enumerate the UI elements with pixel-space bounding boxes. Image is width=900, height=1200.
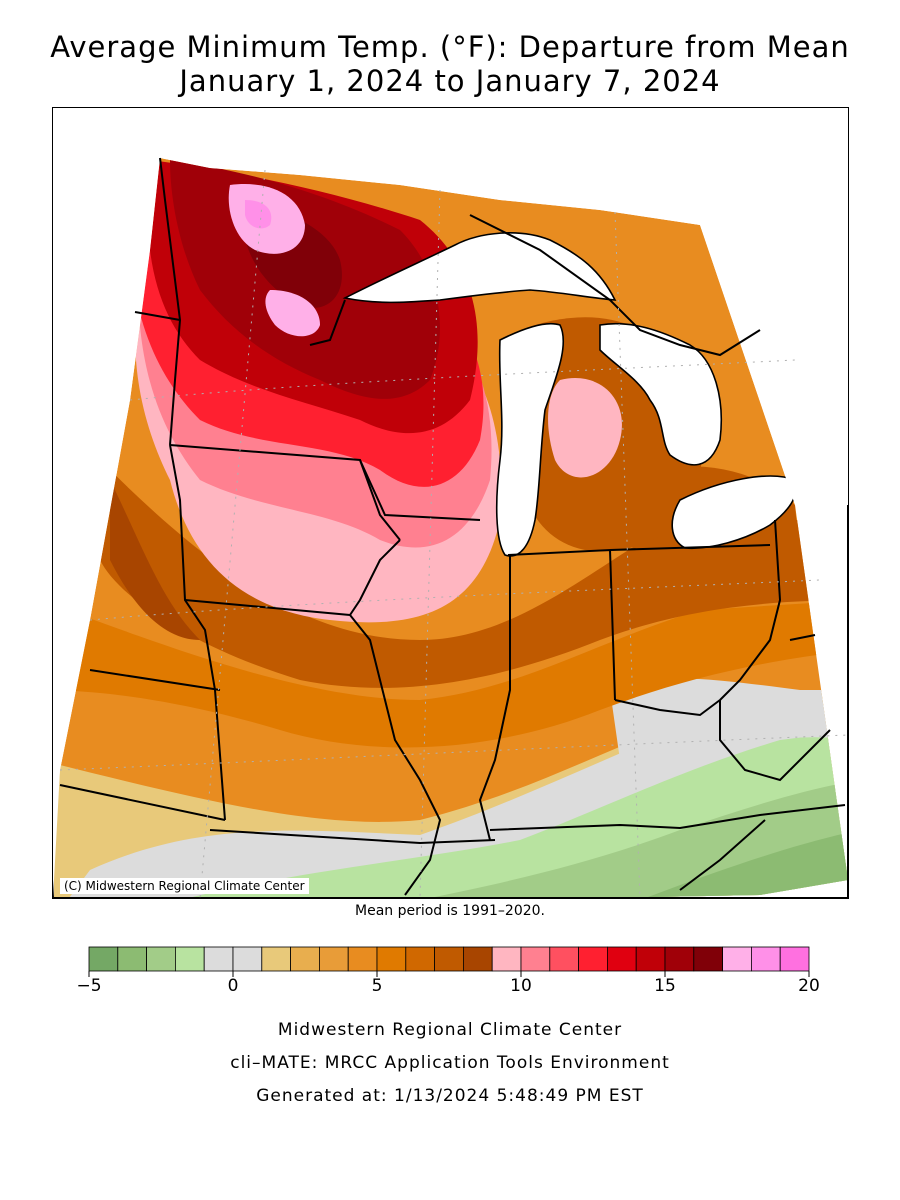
legend-tick-label: 10 [510,976,532,996]
canada-area [53,108,848,898]
graticule [59,169,849,899]
footer-org: Midwestern Regional Climate Center [277,1020,623,1040]
map-title: Average Minimum Temp. (°F): Departure fr… [50,30,850,64]
footer-generated: Generated at: 1/13/2024 5:48:49 PM EST [256,1086,644,1106]
legend-tick-label: 5 [371,976,383,996]
map-credit: (C) Midwestern Regional Climate Center [60,878,309,894]
state-boundaries [59,157,846,896]
great-lakes [342,232,797,557]
footer-tool: cli–MATE: MRCC Application Tools Environ… [230,1053,670,1073]
legend-tick-label: 20 [798,976,820,996]
mean-period-note: Mean period is 1991–2020. [355,903,545,919]
legend-tick-label: 15 [654,976,676,996]
map-date-range: January 1, 2024 to January 7, 2024 [179,64,721,98]
legend-tick-label: 0 [227,976,239,996]
legend-tick-label: −5 [76,976,102,996]
